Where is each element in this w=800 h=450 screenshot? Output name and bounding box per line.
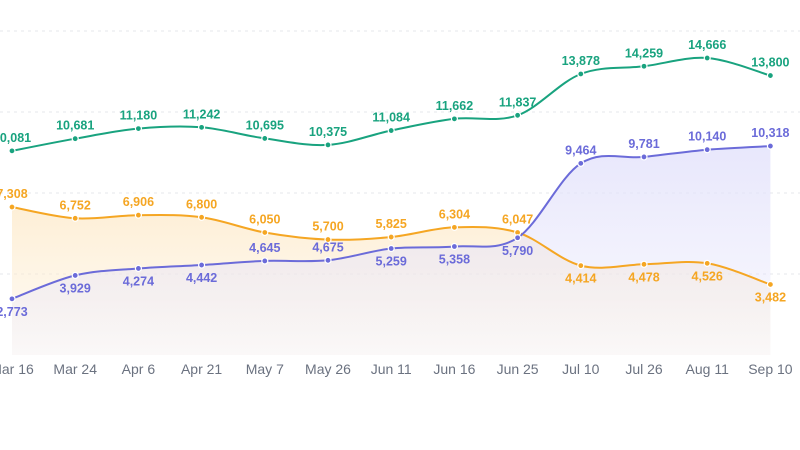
- x-tick-label: Jun 16: [433, 361, 475, 377]
- series-1-point[interactable]: [324, 141, 332, 149]
- series-2-point[interactable]: [198, 213, 206, 221]
- series-3-data-label: 10,318: [751, 126, 789, 140]
- x-tick-label: May 26: [305, 361, 351, 377]
- series-3-data-label: 4,442: [186, 271, 217, 285]
- series-3-point[interactable]: [198, 261, 206, 269]
- series-1-data-label: 10,081: [0, 131, 31, 145]
- series-2-data-label: 5,700: [312, 220, 343, 234]
- x-tick-label: Jun 11: [371, 361, 412, 377]
- series-3-point[interactable]: [134, 264, 142, 273]
- series-3-data-label: 3,929: [60, 281, 91, 295]
- series-3-point[interactable]: [513, 234, 522, 242]
- series-3-point[interactable]: [640, 153, 648, 161]
- series-3-point[interactable]: [324, 256, 332, 264]
- series-1-point[interactable]: [387, 126, 395, 135]
- series-2-point[interactable]: [261, 228, 269, 237]
- x-axis-ticks: Mar 16 Mar 24 Apr 6 Apr 21 May 7 May 26 Jun 11…: [0, 361, 793, 377]
- x-tick-label: Jul 10: [562, 361, 600, 377]
- series-2-data-label: 6,304: [439, 207, 470, 221]
- series-2-data-label: 6,752: [60, 198, 91, 212]
- series-2-data-label: 4,526: [692, 269, 723, 283]
- series-1-point[interactable]: [450, 115, 458, 123]
- series-2-data-label: 5,825: [376, 217, 407, 231]
- series-2-point[interactable]: [71, 214, 79, 222]
- series-1-data-label: 11,837: [499, 95, 537, 109]
- series-2-point[interactable]: [766, 280, 775, 289]
- x-tick-label: Aug 11: [686, 361, 730, 377]
- series-1-data-label: 14,666: [688, 38, 726, 52]
- x-tick-label: May 7: [246, 361, 284, 377]
- series-1-data-label: 13,800: [751, 56, 789, 70]
- series-1-data-label: 14,259: [625, 46, 663, 60]
- series-1-point[interactable]: [134, 125, 142, 133]
- series-3-data-label: 5,259: [376, 255, 407, 269]
- series-3-point[interactable]: [71, 271, 79, 280]
- series-3-point[interactable]: [261, 257, 269, 265]
- series-1-point[interactable]: [703, 54, 711, 62]
- series-2-data-label: 6,050: [249, 213, 280, 227]
- series-3-point[interactable]: [703, 146, 711, 154]
- series-2-data-label: 4,414: [565, 272, 596, 286]
- series-1-data-label: 10,375: [309, 125, 347, 139]
- series-1-point[interactable]: [8, 147, 16, 155]
- series-1-data-label: 11,084: [372, 111, 410, 125]
- series-3-data-label: 5,790: [502, 244, 533, 258]
- point-layer: [8, 54, 775, 303]
- series-3-data-label: 4,645: [249, 241, 280, 255]
- x-tick-label: Jul 26: [625, 361, 663, 377]
- series-1-point[interactable]: [766, 71, 775, 80]
- series-3-point[interactable]: [577, 159, 585, 167]
- series-1-point[interactable]: [71, 135, 79, 143]
- series-2-data-label: 7,308: [0, 187, 28, 201]
- data-label-layer: 10,081 10,681 11,180 11,242 10,695 10,375 11,0…: [0, 38, 790, 319]
- series-1-data-label: 10,695: [246, 118, 284, 132]
- series-3-data-label: 9,464: [565, 143, 596, 157]
- series-1-data-label: 11,662: [436, 99, 474, 113]
- series-1-point[interactable]: [513, 111, 522, 119]
- x-tick-label: Mar 16: [0, 361, 34, 377]
- series-3-data-label: 10,140: [688, 130, 726, 144]
- series-1-data-label: 10,681: [56, 119, 94, 133]
- series-1-data-label: 11,242: [183, 107, 221, 121]
- series-2-point[interactable]: [134, 211, 142, 219]
- x-tick-label: Mar 24: [53, 361, 97, 377]
- x-tick-label: Sep 10: [748, 361, 793, 377]
- series-1-data-label: 13,878: [562, 54, 600, 68]
- series-3-data-label: 2,773: [0, 305, 28, 319]
- series-3-point[interactable]: [450, 242, 458, 251]
- series-2-point[interactable]: [703, 259, 711, 267]
- series-3-data-label: 4,274: [123, 275, 154, 289]
- series-2-point[interactable]: [8, 203, 16, 211]
- series-2-data-label: 6,906: [123, 195, 154, 209]
- series-2-data-label: 6,800: [186, 197, 217, 211]
- series-3-data-label: 4,675: [312, 240, 343, 254]
- series-2-point[interactable]: [577, 262, 585, 270]
- series-3-point[interactable]: [387, 244, 395, 253]
- series-1-data-label: 11,180: [120, 109, 158, 123]
- series-2-point[interactable]: [324, 235, 332, 244]
- x-tick-label: Apr 6: [122, 361, 156, 377]
- series-2-data-label: 4,478: [628, 270, 659, 284]
- series-3-data-label: 5,358: [439, 253, 470, 267]
- series-2-point[interactable]: [640, 260, 648, 268]
- series-3-point[interactable]: [766, 142, 775, 150]
- x-tick-label: Apr 21: [181, 361, 222, 377]
- series-2-data-label: 6,047: [502, 213, 533, 227]
- series-1-point[interactable]: [261, 134, 269, 143]
- series-1-point[interactable]: [577, 70, 585, 78]
- series-1-point[interactable]: [640, 62, 648, 70]
- series-3-data-label: 9,781: [628, 137, 659, 151]
- x-tick-label: Jun 25: [497, 361, 539, 377]
- series-2-point[interactable]: [450, 223, 458, 231]
- series-1-point[interactable]: [198, 123, 206, 131]
- series-2-data-label: 3,482: [755, 291, 786, 305]
- series-2-point[interactable]: [387, 233, 395, 241]
- series-3-point[interactable]: [8, 295, 16, 303]
